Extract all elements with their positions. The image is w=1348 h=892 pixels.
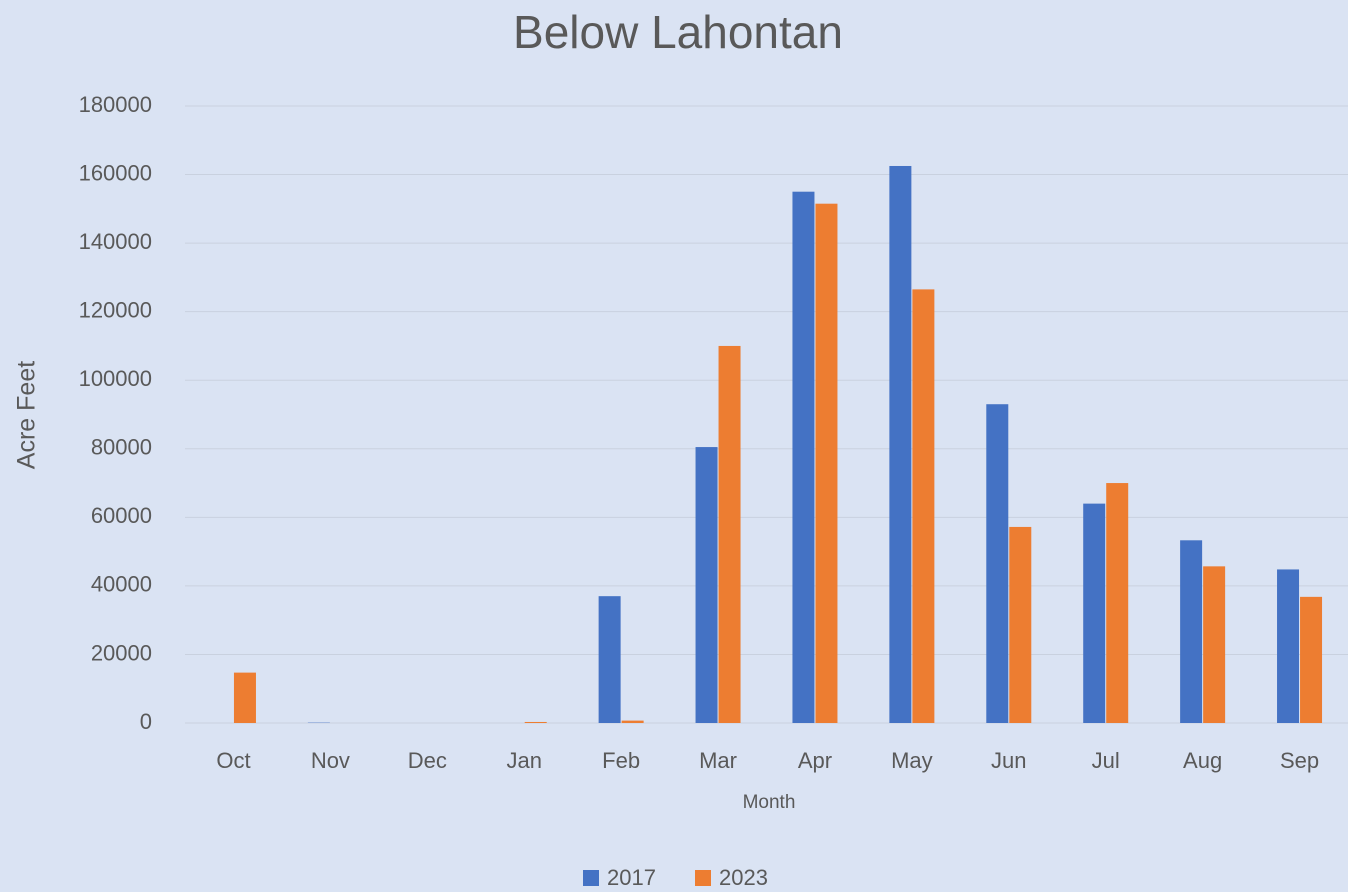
legend-label: 2023 [719,865,768,890]
x-tick-label: Jun [991,748,1026,773]
x-tick-label: May [891,748,933,773]
bar [1009,526,1032,723]
bar [718,345,741,723]
x-tick-label: Feb [602,748,640,773]
bar [1083,503,1106,723]
x-tick-label: Apr [798,748,832,773]
bar [1277,569,1300,723]
x-tick-label: Sep [1280,748,1319,773]
chart-title: Below Lahontan [513,6,843,58]
bar [598,596,621,723]
y-tick-label: 180000 [79,92,152,117]
x-tick-label: Oct [216,748,250,773]
bar [621,720,644,723]
x-axis-label: Month [743,792,796,813]
x-tick-label: Jul [1092,748,1120,773]
y-tick-label: 160000 [79,160,152,185]
bar [1106,483,1129,723]
y-tick-label: 0 [140,709,152,734]
y-tick-label: 120000 [79,297,152,322]
legend-label: 2017 [607,865,656,890]
bar [912,289,935,723]
bar [695,447,718,723]
x-tick-label: Nov [311,748,350,773]
bar [815,203,838,724]
x-tick-label: Aug [1183,748,1222,773]
legend-swatch [695,870,711,886]
y-tick-label: 140000 [79,229,152,254]
y-tick-label: 60000 [91,503,152,528]
bar [1300,596,1323,723]
bar [792,191,815,723]
bar [986,404,1009,723]
x-tick-label: Mar [699,748,737,773]
x-tick-label: Jan [506,748,541,773]
bar [1203,566,1226,723]
bar [889,165,912,724]
y-tick-label: 100000 [79,366,152,391]
legend-swatch [583,870,599,886]
x-tick-label: Dec [408,748,447,773]
bar [524,721,547,723]
bar [233,672,256,723]
y-axis-label: Acre Feet [13,361,41,469]
y-tick-label: 20000 [91,640,152,665]
y-tick-label: 80000 [91,435,152,460]
y-tick-label: 40000 [91,572,152,597]
bar [1180,540,1203,723]
